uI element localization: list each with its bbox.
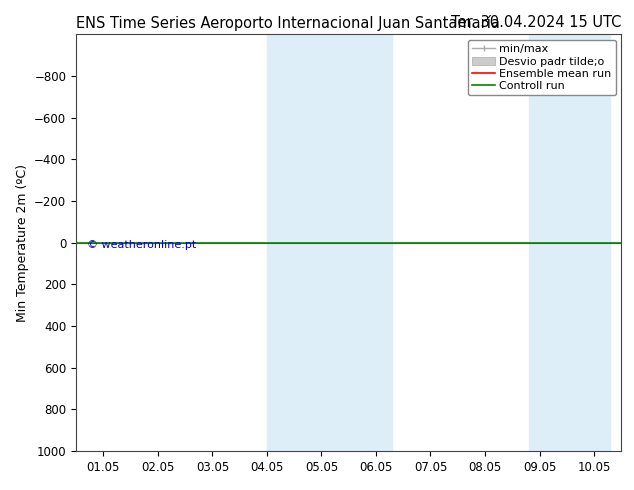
Text: Ter. 30.04.2024 15 UTC: Ter. 30.04.2024 15 UTC xyxy=(451,15,621,30)
Bar xyxy=(529,34,611,451)
Text: © weatheronline.pt: © weatheronline.pt xyxy=(87,240,197,249)
Legend: min/max, Desvio padr tilde;o, Ensemble mean run, Controll run: min/max, Desvio padr tilde;o, Ensemble m… xyxy=(468,40,616,96)
Text: ENS Time Series Aeroporto Internacional Juan Santamaría: ENS Time Series Aeroporto Internacional … xyxy=(76,15,500,31)
Y-axis label: Min Temperature 2m (ºC): Min Temperature 2m (ºC) xyxy=(16,164,29,321)
Bar xyxy=(267,34,392,451)
